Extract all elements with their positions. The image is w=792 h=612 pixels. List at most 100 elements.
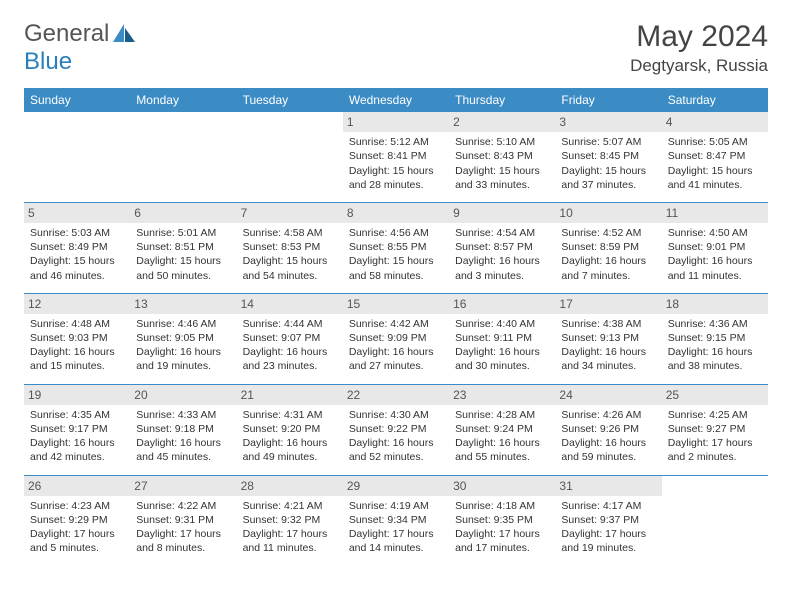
daylight-line-2: and 52 minutes.	[349, 450, 443, 464]
daylight-line-2: and 3 minutes.	[455, 269, 549, 283]
day-cell	[237, 112, 343, 202]
daylight-line-1: Daylight: 16 hours	[136, 345, 230, 359]
day-number: 6	[130, 203, 236, 223]
daylight-line-1: Daylight: 17 hours	[243, 527, 337, 541]
day-cell: 11Sunrise: 4:50 AMSunset: 9:01 PMDayligh…	[662, 202, 768, 293]
day-number: 4	[662, 112, 768, 132]
weekday-header-row: SundayMondayTuesdayWednesdayThursdayFrid…	[24, 88, 768, 112]
day-cell: 14Sunrise: 4:44 AMSunset: 9:07 PMDayligh…	[237, 293, 343, 384]
sunrise-line: Sunrise: 4:42 AM	[349, 317, 443, 331]
daylight-line-2: and 49 minutes.	[243, 450, 337, 464]
day-number: 30	[449, 476, 555, 496]
day-number: 3	[555, 112, 661, 132]
day-cell: 12Sunrise: 4:48 AMSunset: 9:03 PMDayligh…	[24, 293, 130, 384]
day-number: 19	[24, 385, 130, 405]
daylight-line-1: Daylight: 15 hours	[668, 164, 762, 178]
sunrise-line: Sunrise: 4:23 AM	[30, 499, 124, 513]
daylight-line-2: and 27 minutes.	[349, 359, 443, 373]
day-cell: 5Sunrise: 5:03 AMSunset: 8:49 PMDaylight…	[24, 202, 130, 293]
day-cell: 4Sunrise: 5:05 AMSunset: 8:47 PMDaylight…	[662, 112, 768, 202]
day-number: 1	[343, 112, 449, 132]
weekday-header: Saturday	[662, 88, 768, 112]
sunrise-line: Sunrise: 4:25 AM	[668, 408, 762, 422]
daylight-line-2: and 8 minutes.	[136, 541, 230, 555]
day-number: 11	[662, 203, 768, 223]
logo-text-general: General	[24, 20, 109, 48]
day-number: 23	[449, 385, 555, 405]
sunrise-line: Sunrise: 4:28 AM	[455, 408, 549, 422]
daylight-line-2: and 59 minutes.	[561, 450, 655, 464]
calendar-week-row: 5Sunrise: 5:03 AMSunset: 8:49 PMDaylight…	[24, 202, 768, 293]
daylight-line-1: Daylight: 16 hours	[455, 436, 549, 450]
day-number: 13	[130, 294, 236, 314]
day-cell: 19Sunrise: 4:35 AMSunset: 9:17 PMDayligh…	[24, 384, 130, 475]
daylight-line-1: Daylight: 15 hours	[349, 254, 443, 268]
month-title: May 2024	[630, 20, 768, 54]
daylight-line-1: Daylight: 16 hours	[349, 436, 443, 450]
sunset-line: Sunset: 8:55 PM	[349, 240, 443, 254]
day-number: 28	[237, 476, 343, 496]
sunset-line: Sunset: 9:32 PM	[243, 513, 337, 527]
sunset-line: Sunset: 8:49 PM	[30, 240, 124, 254]
sunset-line: Sunset: 8:43 PM	[455, 149, 549, 163]
daylight-line-1: Daylight: 15 hours	[243, 254, 337, 268]
day-number: 9	[449, 203, 555, 223]
day-number: 7	[237, 203, 343, 223]
day-number: 10	[555, 203, 661, 223]
daylight-line-2: and 42 minutes.	[30, 450, 124, 464]
sunrise-line: Sunrise: 4:19 AM	[349, 499, 443, 513]
day-cell: 7Sunrise: 4:58 AMSunset: 8:53 PMDaylight…	[237, 202, 343, 293]
daylight-line-2: and 38 minutes.	[668, 359, 762, 373]
daylight-line-2: and 58 minutes.	[349, 269, 443, 283]
daylight-line-2: and 55 minutes.	[455, 450, 549, 464]
sunrise-line: Sunrise: 5:07 AM	[561, 135, 655, 149]
daylight-line-1: Daylight: 16 hours	[455, 254, 549, 268]
sunset-line: Sunset: 8:59 PM	[561, 240, 655, 254]
daylight-line-2: and 46 minutes.	[30, 269, 124, 283]
daylight-line-1: Daylight: 17 hours	[136, 527, 230, 541]
sunrise-line: Sunrise: 4:30 AM	[349, 408, 443, 422]
sunset-line: Sunset: 9:05 PM	[136, 331, 230, 345]
sunset-line: Sunset: 9:13 PM	[561, 331, 655, 345]
daylight-line-2: and 7 minutes.	[561, 269, 655, 283]
day-cell: 15Sunrise: 4:42 AMSunset: 9:09 PMDayligh…	[343, 293, 449, 384]
sunset-line: Sunset: 9:26 PM	[561, 422, 655, 436]
daylight-line-2: and 50 minutes.	[136, 269, 230, 283]
daylight-line-2: and 11 minutes.	[668, 269, 762, 283]
daylight-line-1: Daylight: 16 hours	[561, 254, 655, 268]
calendar-week-row: 19Sunrise: 4:35 AMSunset: 9:17 PMDayligh…	[24, 384, 768, 475]
sunset-line: Sunset: 9:27 PM	[668, 422, 762, 436]
sunrise-line: Sunrise: 4:58 AM	[243, 226, 337, 240]
day-cell: 1Sunrise: 5:12 AMSunset: 8:41 PMDaylight…	[343, 112, 449, 202]
sunrise-line: Sunrise: 4:17 AM	[561, 499, 655, 513]
day-cell: 9Sunrise: 4:54 AMSunset: 8:57 PMDaylight…	[449, 202, 555, 293]
daylight-line-2: and 19 minutes.	[136, 359, 230, 373]
logo-text-blue: Blue	[24, 48, 72, 75]
sunrise-line: Sunrise: 5:05 AM	[668, 135, 762, 149]
sunset-line: Sunset: 8:51 PM	[136, 240, 230, 254]
sunrise-line: Sunrise: 4:52 AM	[561, 226, 655, 240]
day-number: 14	[237, 294, 343, 314]
day-cell: 28Sunrise: 4:21 AMSunset: 9:32 PMDayligh…	[237, 475, 343, 565]
title-block: May 2024 Degtyarsk, Russia	[630, 20, 768, 76]
weekday-header: Tuesday	[237, 88, 343, 112]
day-cell: 25Sunrise: 4:25 AMSunset: 9:27 PMDayligh…	[662, 384, 768, 475]
sunrise-line: Sunrise: 4:44 AM	[243, 317, 337, 331]
sunrise-line: Sunrise: 4:38 AM	[561, 317, 655, 331]
sunrise-line: Sunrise: 4:31 AM	[243, 408, 337, 422]
daylight-line-2: and 45 minutes.	[136, 450, 230, 464]
daylight-line-1: Daylight: 15 hours	[455, 164, 549, 178]
sunset-line: Sunset: 9:18 PM	[136, 422, 230, 436]
day-number: 24	[555, 385, 661, 405]
day-number: 18	[662, 294, 768, 314]
daylight-line-1: Daylight: 15 hours	[30, 254, 124, 268]
day-cell: 16Sunrise: 4:40 AMSunset: 9:11 PMDayligh…	[449, 293, 555, 384]
sunrise-line: Sunrise: 4:54 AM	[455, 226, 549, 240]
day-cell	[24, 112, 130, 202]
sunrise-line: Sunrise: 4:46 AM	[136, 317, 230, 331]
sunset-line: Sunset: 9:11 PM	[455, 331, 549, 345]
daylight-line-1: Daylight: 16 hours	[30, 436, 124, 450]
logo-sail-icon	[113, 24, 135, 42]
daylight-line-1: Daylight: 15 hours	[136, 254, 230, 268]
day-number: 20	[130, 385, 236, 405]
